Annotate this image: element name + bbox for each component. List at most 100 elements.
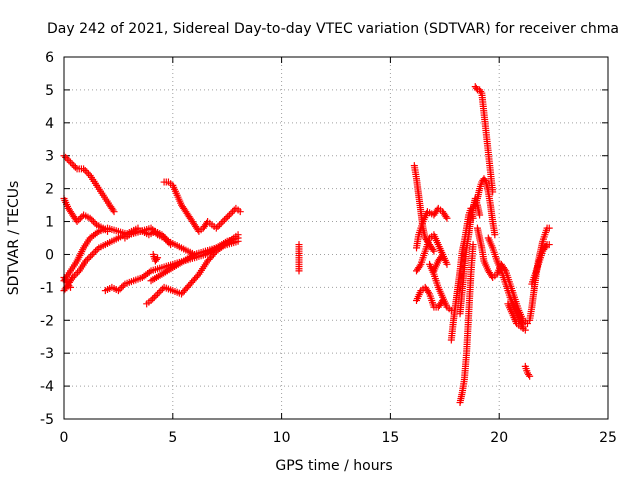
y-axis-label: SDTVAR / TECUs [6,181,22,296]
data-point-marker [443,260,451,268]
data-point-marker [227,209,235,217]
data-point-marker [469,241,477,249]
data-point-marker [219,218,227,226]
data-point-marker [295,267,303,275]
data-point-marker [118,283,126,291]
data-point-marker [157,287,165,295]
data-point-marker [71,163,79,171]
data-point-marker [443,214,451,222]
y-tick-label: 5 [45,83,54,99]
data-point-marker [161,234,169,242]
data-point-marker [229,208,237,216]
data-point-marker [545,224,553,232]
series-arc-29 [528,241,553,288]
y-tick-label: -5 [40,412,54,428]
data-point-marker [193,272,201,280]
data-point-marker [220,216,228,224]
data-point-marker [525,371,533,379]
data-point-marker [80,165,88,173]
data-point-marker [163,236,171,244]
data-point-marker [88,216,96,224]
data-point-marker [83,255,91,263]
data-point-marker [83,168,91,176]
series-arc-22 [471,83,497,196]
data-point-marker [160,232,168,240]
data-point-marker [149,295,157,303]
data-point-marker [89,218,97,226]
data-point-marker [63,280,71,288]
data-point-marker [75,216,83,224]
data-point-marker [217,219,225,227]
y-tick-label: 2 [45,182,54,198]
series-arc-18 [430,250,447,275]
data-point-marker [76,214,84,222]
data-point-marker [70,162,78,170]
series-arc-1 [60,152,118,216]
series-arc-11 [160,178,244,235]
data-point-marker [65,282,73,290]
data-point-marker [119,282,127,290]
data-point-marker [477,88,485,96]
data-point-marker [87,252,95,260]
data-point-marker [152,255,160,263]
data-point-marker [526,372,534,380]
data-point-marker [154,254,162,262]
axis-ticks: 0 5 10 15 20 25 -5 -4 -3 -2 -1 0 1 2 3 4 5 6 [40,50,617,446]
x-tick-label: 10 [273,430,291,446]
data-point-marker [92,247,100,255]
data-point-marker [62,153,70,161]
series-arc-9 [147,234,242,285]
y-tick-label: 6 [45,50,54,66]
series-arc-25 [484,234,527,331]
grid-lines [64,57,608,419]
data-point-marker [93,246,101,254]
data-point-marker [439,250,447,258]
data-point-marker [481,176,489,184]
y-tick-label: -4 [40,379,54,395]
data-point-marker [74,269,82,277]
data-point-marker [442,213,450,221]
series-arc-27 [521,362,534,380]
data-point-marker [472,84,480,92]
data-point-marker [222,214,230,222]
y-tick-label: 0 [45,247,54,263]
x-axis-label: GPS time / hours [275,458,392,474]
data-point-marker [491,231,499,239]
data-point-marker [545,241,553,249]
data-point-marker [81,167,89,175]
series-arc-14 [413,204,451,252]
data-point-marker [67,283,75,291]
data-point-marker [154,290,162,298]
data-point-marker [65,157,73,165]
data-point-marker [67,158,75,166]
data-point-marker [84,170,92,178]
y-tick-label: 1 [45,215,54,231]
data-point-marker [429,246,437,254]
data-point-marker [476,211,484,219]
data-points [60,83,553,407]
data-point-marker [416,262,424,270]
data-point-marker [430,247,438,255]
data-point-marker [91,219,99,227]
data-point-marker [86,214,94,222]
x-tick-label: 5 [168,430,177,446]
series-arc-7 [121,227,199,258]
series-arc-23 [471,175,499,239]
data-point-marker [214,222,222,230]
x-tick-label: 20 [490,430,508,446]
data-point-marker [212,224,220,232]
data-point-marker [147,297,155,305]
data-point-marker [63,155,71,163]
x-tick-label: 15 [381,430,399,446]
y-tick-label: 4 [45,116,54,132]
data-point-marker [114,287,122,295]
data-point-marker [90,249,98,257]
x-tick-label: 0 [60,430,69,446]
data-point-marker [158,285,166,293]
data-point-marker [85,254,93,262]
data-point-marker [73,218,81,226]
data-point-marker [116,285,124,293]
data-point-marker [69,273,77,281]
data-point-marker [236,208,244,216]
